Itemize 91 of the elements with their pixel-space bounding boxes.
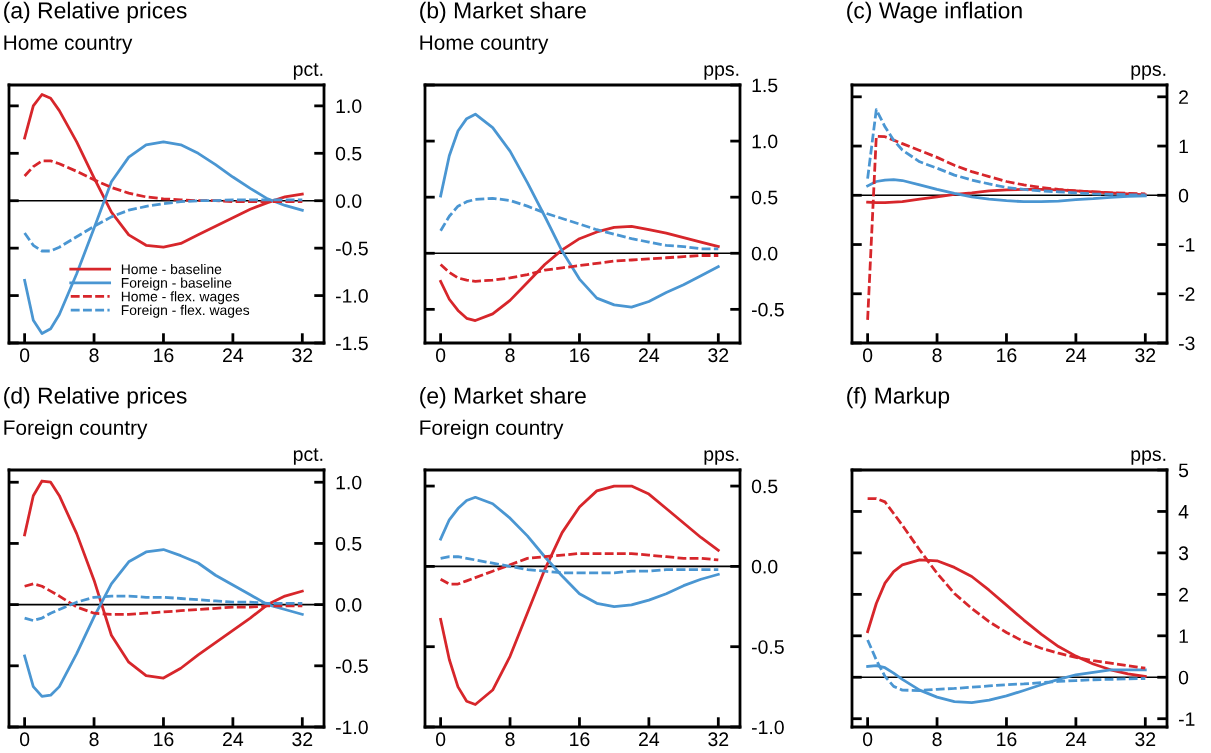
x-tick-label: 8 <box>932 732 942 747</box>
line-series <box>23 548 304 698</box>
x-tick-label: 8 <box>89 732 99 747</box>
chart-subtitle: Home country <box>420 35 549 55</box>
x-tick-label: 8 <box>89 348 99 363</box>
chart-title: (b) Market share <box>420 1 586 24</box>
x-tick-label: 32 <box>708 348 729 363</box>
line-series <box>439 484 720 706</box>
chart-subtitle: Home country <box>4 35 133 55</box>
chart-title: (e) Market share <box>420 386 586 409</box>
x-tick-label: 8 <box>932 348 942 363</box>
legend-label: Home - baseline <box>121 263 222 275</box>
y-tick-label: -2 <box>1178 287 1195 301</box>
chart-subtitle: Foreign country <box>420 419 564 440</box>
y-tick-label: -1.5 <box>335 336 368 351</box>
x-tick-label: 0 <box>862 348 873 363</box>
y-tick-label: 2 <box>1179 90 1188 104</box>
y-tick-label: 0.5 <box>335 536 362 551</box>
x-tick-label: 16 <box>154 348 174 363</box>
y-tick-label: 3 <box>1178 546 1189 561</box>
x-tick-label: 0 <box>19 348 30 363</box>
y-axis-title: pps. <box>1131 450 1166 465</box>
y-tick-label: 2 <box>1179 587 1188 602</box>
y-tick-label: 1.0 <box>752 134 778 149</box>
x-tick-label: 8 <box>505 348 515 363</box>
x-tick-label: 16 <box>154 732 174 747</box>
x-tick-label: 24 <box>639 732 660 746</box>
y-tick-label: 1 <box>1179 139 1188 154</box>
y-axis-title: pps. <box>704 450 739 465</box>
y-tick-label: -0.5 <box>335 241 368 256</box>
y-tick-label: 0.0 <box>335 194 362 208</box>
x-tick-label: 24 <box>1066 348 1087 362</box>
y-tick-label: -3 <box>1178 336 1195 351</box>
x-tick-label: 16 <box>570 348 590 363</box>
chart-title: (d) Relative prices <box>4 386 187 409</box>
y-tick-label: 0.0 <box>335 598 362 612</box>
x-tick-label: 16 <box>997 348 1017 363</box>
line-series <box>439 112 720 309</box>
x-tick-label: 24 <box>1066 732 1087 746</box>
y-axis-title: pct. <box>293 448 323 465</box>
x-tick-label: 24 <box>639 348 660 362</box>
y-tick-label: -1.0 <box>335 720 368 735</box>
y-tick-label: 0.5 <box>751 479 778 494</box>
y-tick-label: 1 <box>1179 629 1188 643</box>
y-tick-label: 0.5 <box>751 190 778 205</box>
y-tick-label: -0.5 <box>751 640 784 654</box>
y-tick-label: 5 <box>1178 463 1189 478</box>
x-tick-label: 0 <box>862 732 873 747</box>
y-axis-title: pps. <box>1131 65 1166 80</box>
x-tick-label: 32 <box>292 348 313 363</box>
chart-subtitle: Foreign country <box>4 419 148 440</box>
x-tick-label: 32 <box>292 732 313 747</box>
x-tick-label: 16 <box>570 732 590 747</box>
y-tick-label: -1 <box>1178 712 1195 726</box>
chart-title: (f) Markup <box>847 386 950 409</box>
y-tick-label: 0.0 <box>751 559 778 574</box>
y-tick-label: -1.0 <box>335 289 368 303</box>
x-tick-label: 16 <box>997 732 1017 747</box>
chart-title: (c) Wage inflation <box>847 1 1022 24</box>
line-series <box>439 495 720 608</box>
y-tick-label: 0 <box>1178 670 1189 685</box>
y-tick-label: -0.5 <box>751 302 784 317</box>
legend-label: Foreign - flex. wages <box>121 304 250 318</box>
y-tick-label: 1.5 <box>752 78 778 93</box>
y-tick-label: -1 <box>1178 238 1195 252</box>
line-series <box>439 224 720 322</box>
y-tick-label: 0 <box>1178 188 1189 203</box>
x-tick-label: 32 <box>1135 732 1156 747</box>
x-tick-label: 32 <box>708 732 729 747</box>
line-series <box>23 479 304 680</box>
y-tick-label: 0.5 <box>335 146 362 161</box>
x-tick-label: 0 <box>19 732 30 747</box>
legend-label: Foreign - baseline <box>121 277 232 291</box>
chart-title: (a) Relative prices <box>4 1 187 24</box>
x-tick-label: 32 <box>1135 348 1156 363</box>
y-tick-label: -0.5 <box>335 659 368 674</box>
y-tick-label: 0.0 <box>751 246 778 261</box>
x-tick-label: 24 <box>223 732 244 746</box>
y-tick-label: 1.0 <box>336 475 362 490</box>
y-tick-label: 1.0 <box>336 99 362 114</box>
x-tick-label: 24 <box>223 348 244 362</box>
x-tick-label: 8 <box>505 732 515 747</box>
y-axis-title: pps. <box>704 65 739 80</box>
line-series <box>23 140 304 335</box>
line-series <box>23 93 304 249</box>
y-axis-title: pct. <box>293 63 323 80</box>
x-tick-label: 0 <box>435 732 446 747</box>
y-tick-label: 4 <box>1178 505 1189 519</box>
y-tick-label: -1.0 <box>751 720 784 735</box>
x-tick-label: 0 <box>435 348 446 363</box>
legend-label: Home - flex. wages <box>121 291 240 305</box>
